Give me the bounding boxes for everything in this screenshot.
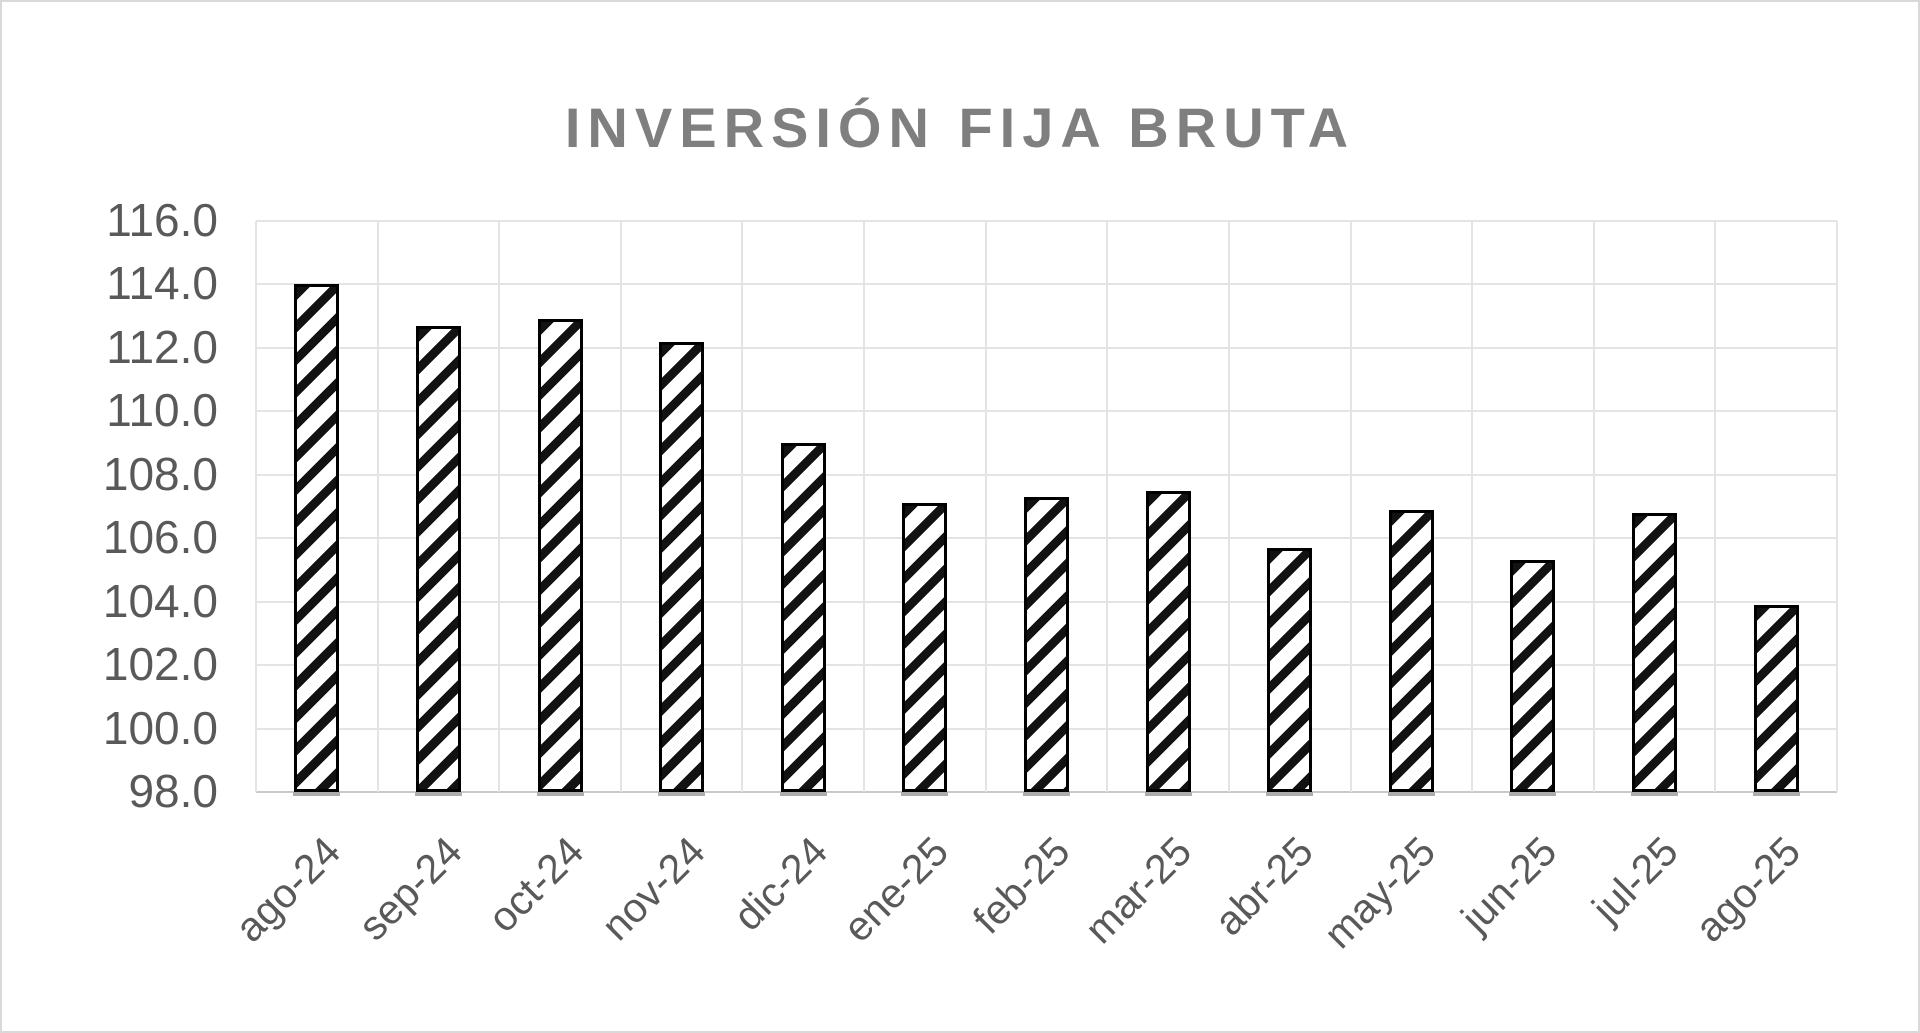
v-gridline bbox=[1471, 221, 1474, 792]
v-gridline bbox=[376, 221, 379, 792]
x-axis-tick-label: may-25 bbox=[1314, 827, 1444, 958]
x-axis-line bbox=[256, 791, 1837, 793]
x-axis-tick-label: ene-25 bbox=[834, 827, 958, 951]
v-gridline bbox=[255, 221, 257, 792]
bar-nov-24 bbox=[658, 341, 706, 797]
x-axis-tick-label: jun-25 bbox=[1452, 827, 1566, 942]
chart-title: INVERSIÓN FIJA BRUTA bbox=[564, 96, 1356, 159]
v-gridline bbox=[863, 221, 866, 792]
y-axis-tick-label: 100.0 bbox=[102, 701, 218, 754]
y-axis-tick-label: 112.0 bbox=[106, 320, 218, 373]
x-axis-tick-label: sep-24 bbox=[349, 827, 471, 950]
v-gridline bbox=[619, 221, 622, 792]
y-axis-tick-label: 108.0 bbox=[102, 447, 218, 500]
bar-jul-25 bbox=[1631, 512, 1679, 797]
v-gridline bbox=[1714, 221, 1717, 792]
y-axis-tick-label: 102.0 bbox=[102, 638, 218, 691]
bar-ene-25 bbox=[901, 503, 949, 796]
y-axis-tick-label: 110.0 bbox=[106, 384, 218, 437]
bar-mar-25 bbox=[1144, 490, 1192, 797]
x-axis-tick-label: feb-25 bbox=[964, 827, 1079, 943]
v-gridline bbox=[984, 221, 987, 792]
v-gridline bbox=[1836, 221, 1838, 792]
x-axis-tick-label: ago-24 bbox=[226, 827, 350, 951]
h-gridline bbox=[256, 473, 1837, 476]
y-axis-tick-label: 98.0 bbox=[128, 765, 218, 818]
v-gridline bbox=[1227, 221, 1230, 792]
y-axis-tick-label: 106.0 bbox=[102, 511, 218, 564]
x-axis-tick-label: oct-24 bbox=[479, 827, 593, 941]
v-gridline bbox=[498, 221, 501, 792]
h-gridline bbox=[256, 283, 1837, 286]
y-axis-tick-label: 104.0 bbox=[102, 574, 218, 627]
v-gridline bbox=[1106, 221, 1109, 792]
bar-abr-25 bbox=[1266, 547, 1314, 797]
x-axis-tick-label: ago-25 bbox=[1685, 827, 1809, 951]
v-gridline bbox=[1349, 221, 1352, 792]
h-gridline bbox=[256, 220, 1837, 222]
bar-dic-24 bbox=[779, 443, 827, 796]
x-axis-tick-label: mar-25 bbox=[1076, 827, 1201, 953]
bar-sep-24 bbox=[414, 325, 462, 797]
v-gridline bbox=[1592, 221, 1595, 792]
h-gridline bbox=[256, 346, 1837, 349]
bar-ago-24 bbox=[293, 284, 341, 796]
x-axis-tick-label: abr-25 bbox=[1205, 827, 1323, 945]
bar-ago-25 bbox=[1752, 604, 1800, 797]
h-gridline bbox=[256, 410, 1837, 413]
y-axis-tick-label: 114.0 bbox=[106, 257, 218, 310]
x-axis-tick-label: jul-25 bbox=[1583, 827, 1687, 932]
bar-oct-24 bbox=[536, 319, 584, 796]
x-axis-tick-label: nov-24 bbox=[592, 827, 715, 950]
x-axis-tick-label: dic-24 bbox=[724, 827, 836, 940]
v-gridline bbox=[741, 221, 744, 792]
bar-may-25 bbox=[1387, 509, 1435, 797]
bar-jun-25 bbox=[1509, 560, 1557, 796]
y-axis-tick-label: 116.0 bbox=[106, 194, 218, 247]
bar-feb-25 bbox=[1023, 496, 1070, 797]
